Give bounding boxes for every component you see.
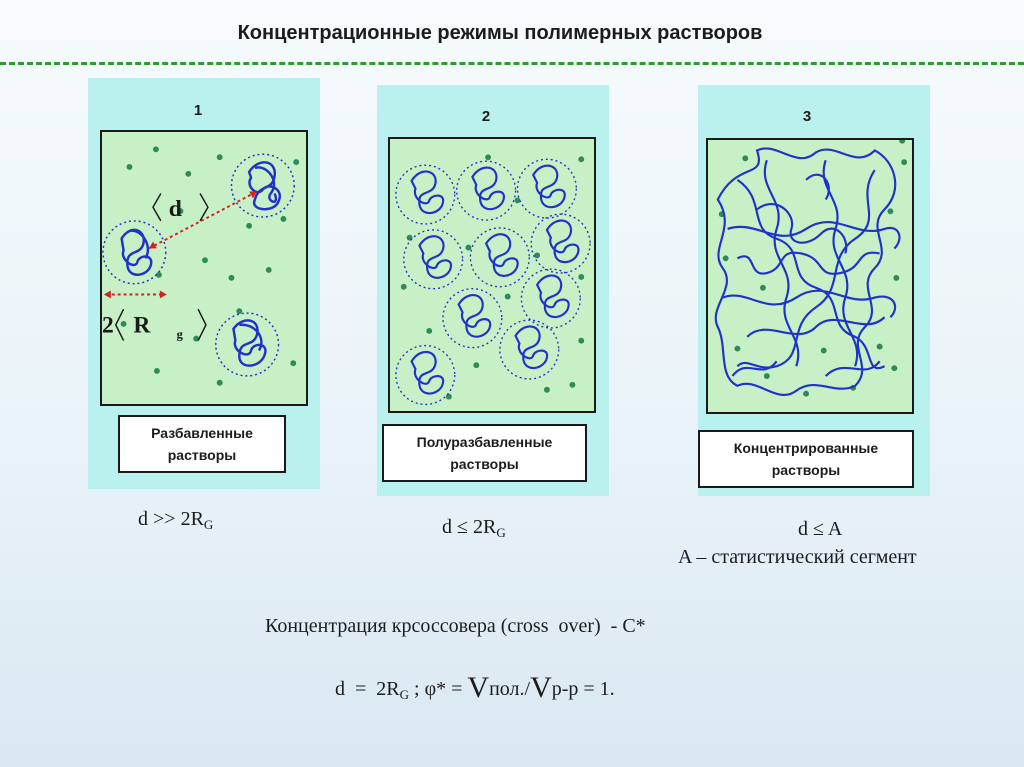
label-dilute: Разбавленные растворы xyxy=(118,415,286,473)
formula-phi: ; φ* = xyxy=(409,678,468,700)
formula-v2: V xyxy=(530,671,552,704)
distance-arrow xyxy=(148,190,258,250)
d-symbol: d xyxy=(169,196,182,222)
condition-3-lhs: d xyxy=(798,518,808,540)
solvent-dots xyxy=(718,140,908,397)
condition-2-rhs: 2R xyxy=(472,516,497,538)
coil-3 xyxy=(215,312,280,377)
radius-coef: 2 xyxy=(102,313,114,339)
regime-number-1: 1 xyxy=(193,102,203,119)
coil-1 xyxy=(230,153,295,218)
crossover-caption: Концентрация крсоссовера (cross over) - … xyxy=(265,615,646,637)
concentrated-svg xyxy=(714,140,908,397)
condition-2-sub: G xyxy=(496,525,506,540)
segment-note: A – статистический сегмент xyxy=(678,546,917,568)
condition-2-op: ≤ xyxy=(457,516,468,538)
condition-1: d >> 2RG xyxy=(138,508,213,533)
semidilute-diagram xyxy=(388,137,596,413)
overlapping-coils xyxy=(395,158,591,406)
formula-rest: р-р = 1. xyxy=(551,678,615,700)
label-concentrated: Концентрированные растворы xyxy=(698,430,914,488)
condition-1-lhs: d xyxy=(138,508,148,530)
dilute-diagram: d 2 R g xyxy=(100,130,308,406)
d-brackets xyxy=(114,193,209,341)
condition-3: d ≤ A xyxy=(798,518,842,541)
solvent-dots xyxy=(400,154,585,400)
condition-3-rhs: A xyxy=(827,518,843,540)
condition-1-sub: G xyxy=(203,517,214,532)
concentrated-diagram xyxy=(706,138,914,414)
radius-symbol: R xyxy=(133,313,151,339)
regime-number-3: 3 xyxy=(802,108,812,125)
regime-number-2: 2 xyxy=(481,108,491,125)
label-semidilute: Полуразбавленные растворы xyxy=(382,424,587,482)
formula-sub: G xyxy=(399,687,410,702)
condition-1-rhs: 2R xyxy=(180,508,204,530)
condition-1-op: >> xyxy=(153,508,176,530)
title-divider xyxy=(0,62,1024,65)
dilute-svg: d 2 R g xyxy=(102,146,300,386)
coil-2 xyxy=(102,220,167,285)
crossover-formula: d = 2RG ; φ* = Vпол./Vр-р = 1. xyxy=(325,648,615,705)
page-title: Концентрационные режимы полимерных раств… xyxy=(237,22,763,44)
condition-2: d ≤ 2RG xyxy=(442,516,506,541)
semidilute-svg xyxy=(395,154,591,406)
radius-sub: g xyxy=(177,328,184,342)
condition-3-op: ≤ xyxy=(813,518,824,540)
formula-v1: V xyxy=(467,671,490,704)
entangled-chains xyxy=(714,147,901,397)
formula-pol: пол./ xyxy=(489,678,531,700)
formula-d: d = 2R xyxy=(335,678,400,700)
condition-2-lhs: d xyxy=(442,516,452,538)
